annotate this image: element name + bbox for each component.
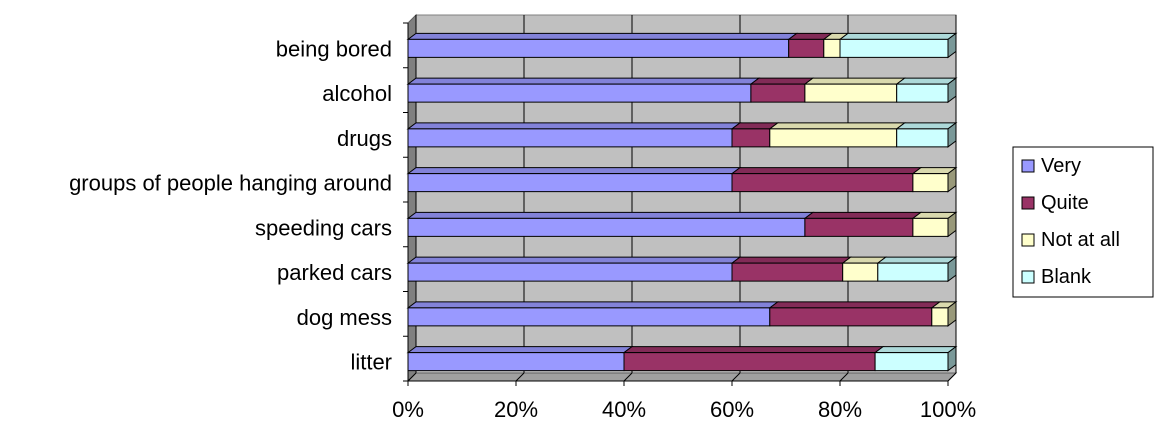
bar-drugs-not-at-all	[769, 128, 898, 148]
bar-groups-of-people-hanging-around-quite	[731, 173, 914, 193]
bar-speeding-cars-very-top	[406, 211, 815, 219]
bar-groups-of-people-hanging-around-quite-top	[730, 167, 923, 175]
bar-litter-very-top	[406, 346, 634, 354]
category-label-groups-of-people-hanging-around: groups of people hanging around	[69, 171, 392, 196]
legend-label-blank: Blank	[1041, 266, 1092, 288]
x-tick-label: 100%	[920, 397, 976, 422]
bar-litter-blank-top	[873, 346, 958, 354]
gridline-floor	[839, 372, 849, 382]
bar-alcohol-quite	[750, 83, 806, 103]
bar-dog-mess-very	[407, 307, 771, 327]
category-label-alcohol: alcohol	[322, 81, 392, 106]
legend-swatch-not-at-all	[1021, 233, 1035, 247]
floor	[406, 372, 958, 382]
bar-groups-of-people-hanging-around-not-at-all-side	[947, 166, 957, 193]
bar-drugs-very-top	[406, 122, 742, 130]
bar-alcohol-quite-top	[749, 77, 815, 85]
tick-labels: 0% 20% 40% 60% 80% 100%	[392, 397, 976, 422]
bar-drugs-very	[407, 128, 733, 148]
bar-being-bored-quite	[788, 38, 825, 58]
x-tick-label: 80%	[818, 397, 862, 422]
bar-dog-mess-not-at-all-side	[947, 300, 957, 327]
category-label-drugs: drugs	[337, 126, 392, 151]
bar-alcohol-blank-top	[895, 77, 958, 85]
category-label-litter: litter	[350, 350, 392, 375]
bar-alcohol-not-at-all	[804, 83, 898, 103]
bar-being-bored-blank	[839, 38, 949, 58]
bar-parked-cars-blank	[877, 262, 949, 282]
x-tick-label: 0%	[392, 397, 424, 422]
bar-dog-mess-quite	[769, 307, 933, 327]
legend-label-quite: Quite	[1041, 192, 1089, 214]
bar-drugs-blank-side	[947, 121, 957, 148]
legend-swatch-quite	[1021, 196, 1035, 210]
category-label-dog-mess: dog mess	[297, 305, 392, 330]
bar-drugs-quite	[731, 128, 771, 148]
legend-label-not-at-all: Not at all	[1041, 229, 1120, 251]
bar-dog-mess-not-at-all	[931, 307, 949, 327]
bar-parked-cars-not-at-all	[842, 262, 879, 282]
bar-alcohol-very	[407, 83, 752, 103]
bar-parked-cars-blank-side	[947, 256, 957, 283]
bar-speeding-cars-quite	[804, 217, 914, 237]
category-labels: being bored alcohol drugs groups of people …	[69, 36, 392, 374]
gridline-floor	[407, 372, 417, 382]
bar-speeding-cars-quite-top	[803, 211, 923, 219]
bar-alcohol-blank-side	[947, 77, 957, 104]
bar-alcohol-blank	[896, 83, 949, 103]
legend-box	[1012, 146, 1154, 298]
bar-being-bored-blank-top	[838, 32, 958, 40]
bar-litter-blank	[874, 352, 949, 372]
legend-swatch-blank	[1021, 270, 1035, 284]
bar-being-bored-blank-side	[947, 32, 957, 59]
bar-parked-cars-quite	[731, 262, 844, 282]
bars	[406, 32, 958, 372]
bar-groups-of-people-hanging-around-not-at-all	[912, 173, 949, 193]
x-tick-label: 60%	[710, 397, 754, 422]
x-tick-label: 40%	[602, 397, 646, 422]
bar-parked-cars-quite-top	[730, 256, 853, 264]
gridline-floor	[623, 372, 633, 382]
bar-dog-mess-quite-top	[768, 301, 942, 309]
bar-being-bored-not-at-all	[823, 38, 841, 58]
bar-drugs-blank	[896, 128, 949, 148]
gridline-floor	[515, 372, 525, 382]
bar-alcohol-very-top	[406, 77, 761, 85]
bar-groups-of-people-hanging-around-very	[407, 173, 733, 193]
legend: Very Quite Not at all Blank	[1012, 146, 1154, 298]
axes	[403, 22, 949, 386]
bar-litter-quite-top	[622, 346, 885, 354]
bar-parked-cars-very	[407, 262, 733, 282]
bar-groups-of-people-hanging-around-very-top	[406, 167, 742, 175]
bar-litter-quite	[623, 352, 876, 372]
legend-label-very: Very	[1041, 155, 1081, 177]
bar-being-bored-very-top	[406, 32, 799, 40]
category-label-parked-cars: parked cars	[277, 260, 392, 285]
gridline-floor	[731, 372, 741, 382]
category-label-being-bored: being bored	[276, 36, 392, 61]
bar-speeding-cars-not-at-all	[912, 217, 949, 237]
legend-swatch-very	[1021, 159, 1035, 173]
bar-being-bored-very	[407, 38, 790, 58]
bar-alcohol-not-at-all-top	[803, 77, 907, 85]
bar-litter-blank-side	[947, 345, 957, 372]
bar-parked-cars-very-top	[406, 256, 742, 264]
bar-drugs-not-at-all-top	[768, 122, 907, 130]
bar-parked-cars-blank-top	[876, 256, 958, 264]
category-label-speeding-cars: speeding cars	[255, 215, 392, 240]
bar-drugs-blank-top	[895, 122, 958, 130]
bar-dog-mess-very-top	[406, 301, 780, 309]
bar-litter-very	[407, 352, 625, 372]
gridline-floor	[947, 372, 957, 382]
bar-speeding-cars-very	[407, 217, 806, 237]
x-tick-label: 20%	[494, 397, 538, 422]
bar-speeding-cars-not-at-all-side	[947, 211, 957, 238]
